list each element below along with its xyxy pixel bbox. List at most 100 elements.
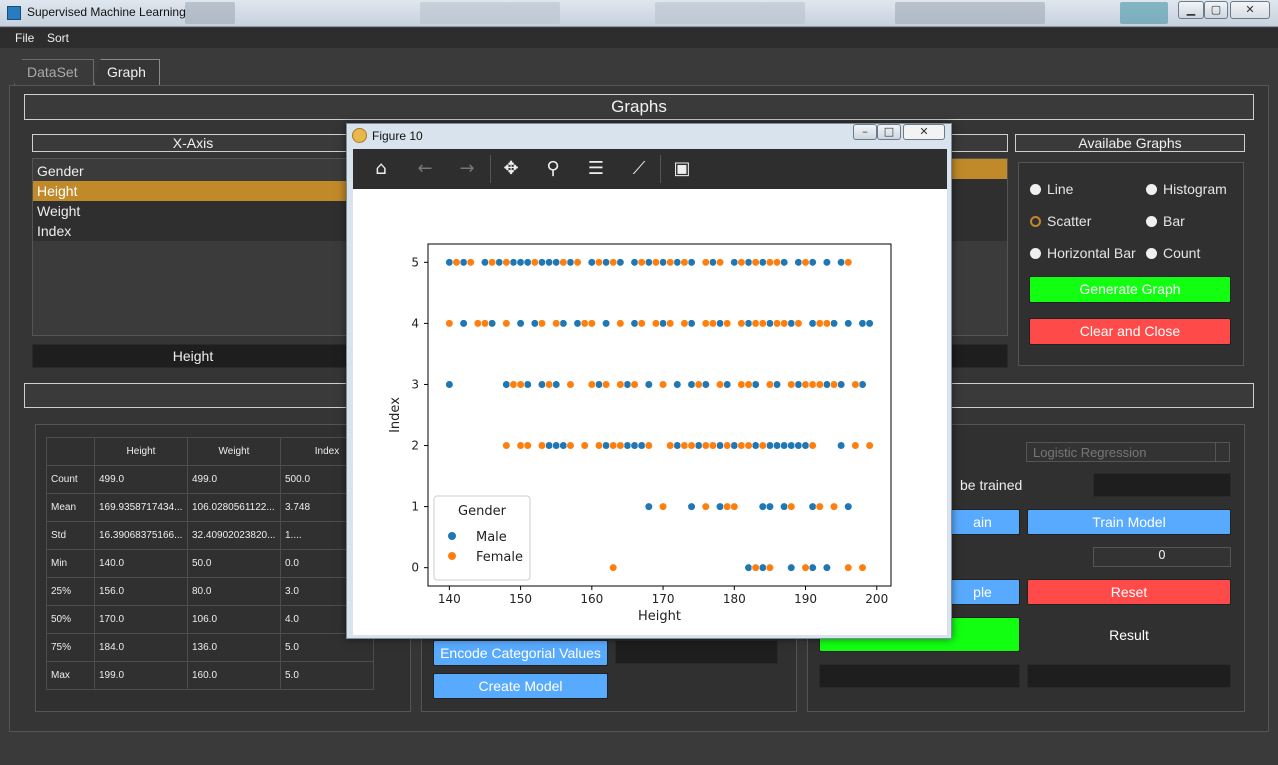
pan-icon[interactable]: ✥ bbox=[503, 158, 519, 179]
xaxis-item-weight[interactable]: Weight bbox=[33, 201, 353, 221]
figure-close-button[interactable]: ✕ bbox=[903, 124, 945, 140]
maximize-button[interactable]: ▢ bbox=[1204, 1, 1228, 19]
xaxis-list[interactable]: Gender Height Weight Index bbox=[32, 158, 354, 336]
menu-file[interactable]: File bbox=[15, 31, 35, 45]
point-male bbox=[630, 441, 639, 450]
xaxis-item-height[interactable]: Height bbox=[33, 181, 353, 201]
radio-scatter[interactable]: Scatter bbox=[1030, 213, 1091, 229]
menu-sort[interactable]: Sort bbox=[47, 31, 70, 45]
edit-axes-icon[interactable]: ⟋ bbox=[632, 158, 646, 179]
point-female bbox=[502, 319, 511, 328]
taskbar-ghost-1 bbox=[185, 2, 235, 24]
point-male bbox=[765, 502, 775, 511]
point-male bbox=[673, 441, 682, 450]
figure-maximize-button[interactable]: □ bbox=[877, 124, 901, 140]
point-female bbox=[544, 380, 554, 389]
point-male bbox=[715, 319, 725, 328]
split-train-button[interactable]: ain bbox=[945, 509, 1020, 535]
point-male bbox=[844, 319, 853, 328]
point-female bbox=[737, 258, 746, 267]
point-male bbox=[822, 258, 831, 267]
home-icon[interactable]: ⌂ bbox=[375, 158, 387, 179]
close-window-button[interactable]: ✕ bbox=[1230, 1, 1270, 19]
figure-canvas[interactable]: 140 150 160 170 180 190 200 0 1 2 3 4 5 Height Index Ge… bbox=[353, 189, 947, 635]
back-icon[interactable]: ← bbox=[417, 158, 433, 179]
point-female bbox=[829, 502, 839, 511]
sample-button[interactable]: ple bbox=[945, 579, 1020, 605]
reset-button[interactable]: Reset bbox=[1027, 579, 1231, 605]
radio-bar[interactable]: Bar bbox=[1146, 213, 1185, 229]
y-axis-label: Index bbox=[388, 397, 403, 433]
save-icon[interactable]: ▣ bbox=[673, 158, 691, 179]
scatter-plot: 140 150 160 170 180 190 200 0 1 2 3 4 5 Height Index Ge… bbox=[388, 243, 892, 624]
stats-col-weight[interactable]: Weight bbox=[187, 437, 281, 466]
point-female bbox=[744, 380, 753, 389]
point-female bbox=[829, 380, 839, 389]
sample-spinbox[interactable]: 0 bbox=[1093, 547, 1231, 567]
table-row: 25% 156.0 80.0 3.0 bbox=[46, 577, 374, 606]
point-male bbox=[808, 502, 817, 511]
result-field bbox=[1027, 664, 1231, 688]
point-male bbox=[837, 441, 846, 450]
legend-box bbox=[433, 495, 531, 581]
forward-icon[interactable]: → bbox=[459, 158, 475, 179]
train-model-button[interactable]: Train Model bbox=[1027, 509, 1231, 535]
point-female bbox=[765, 563, 775, 572]
clear-close-button[interactable]: Clear and Close bbox=[1029, 318, 1231, 345]
zoom-icon[interactable]: ⚲ bbox=[546, 158, 560, 179]
point-male bbox=[744, 319, 753, 328]
stats-col-height[interactable]: Height bbox=[94, 437, 188, 466]
point-male bbox=[829, 319, 839, 328]
point-male bbox=[552, 441, 561, 450]
xaxis-item-gender[interactable]: Gender bbox=[37, 163, 84, 179]
point-female bbox=[723, 441, 732, 450]
chevron-down-icon[interactable] bbox=[1215, 443, 1229, 461]
xaxis-selected-value: Height bbox=[32, 344, 354, 368]
point-female bbox=[658, 380, 668, 389]
radio-count-label: Count bbox=[1163, 245, 1201, 261]
point-female bbox=[566, 380, 575, 389]
algorithm-select[interactable]: Logistic Regression bbox=[1026, 442, 1230, 462]
point-male bbox=[808, 319, 817, 328]
point-male bbox=[794, 258, 803, 267]
row-label: Mean bbox=[46, 493, 95, 522]
radio-line[interactable]: Line bbox=[1030, 181, 1073, 197]
point-male bbox=[530, 319, 539, 328]
point-female bbox=[751, 258, 760, 267]
tab-graph[interactable]: Graph bbox=[94, 59, 160, 85]
taskbar-ghost-5 bbox=[1120, 2, 1168, 24]
point-female bbox=[758, 441, 767, 450]
radio-count[interactable]: Count bbox=[1146, 245, 1200, 261]
cell: 499.0 bbox=[94, 465, 188, 494]
tab-dataset[interactable]: DataSet bbox=[14, 59, 94, 85]
point-female bbox=[680, 319, 689, 328]
figure-window[interactable]: Figure 10 – □ ✕ ⌂ ← → ✥ ⚲ ☰ ⟋ ▣ 140 150 16… bbox=[346, 123, 952, 639]
legend-title: Gender bbox=[458, 504, 507, 519]
point-female bbox=[658, 502, 668, 511]
minimize-button[interactable]: ▁ bbox=[1178, 1, 1204, 19]
radio-histogram[interactable]: Histogram bbox=[1146, 181, 1227, 197]
point-male bbox=[623, 380, 632, 389]
point-male bbox=[459, 319, 468, 328]
point-male bbox=[544, 258, 554, 267]
point-female bbox=[559, 258, 568, 267]
yaxis-selected-item[interactable] bbox=[941, 159, 1007, 179]
point-female bbox=[801, 258, 810, 267]
create-model-button[interactable]: Create Model bbox=[433, 673, 608, 699]
point-female bbox=[580, 319, 589, 328]
generate-graph-button[interactable]: Generate Graph bbox=[1029, 276, 1231, 303]
subplots-config-icon[interactable]: ☰ bbox=[587, 158, 605, 179]
cell: 140.0 bbox=[94, 549, 188, 578]
cell: 106.0 bbox=[187, 605, 281, 634]
point-male bbox=[751, 380, 760, 389]
train-size-field[interactable] bbox=[1093, 473, 1231, 497]
encode-categorial-button[interactable]: Encode Categorial Values bbox=[433, 640, 608, 666]
point-male bbox=[644, 258, 653, 267]
figure-minimize-button[interactable]: – bbox=[853, 124, 877, 140]
point-male bbox=[744, 258, 753, 267]
xaxis-item-index[interactable]: Index bbox=[33, 221, 353, 241]
radio-dot bbox=[1146, 216, 1157, 227]
point-female bbox=[772, 258, 782, 267]
x-tick-label: 190 bbox=[794, 592, 817, 606]
radio-horizontal-bar[interactable]: Horizontal Bar bbox=[1030, 245, 1136, 261]
